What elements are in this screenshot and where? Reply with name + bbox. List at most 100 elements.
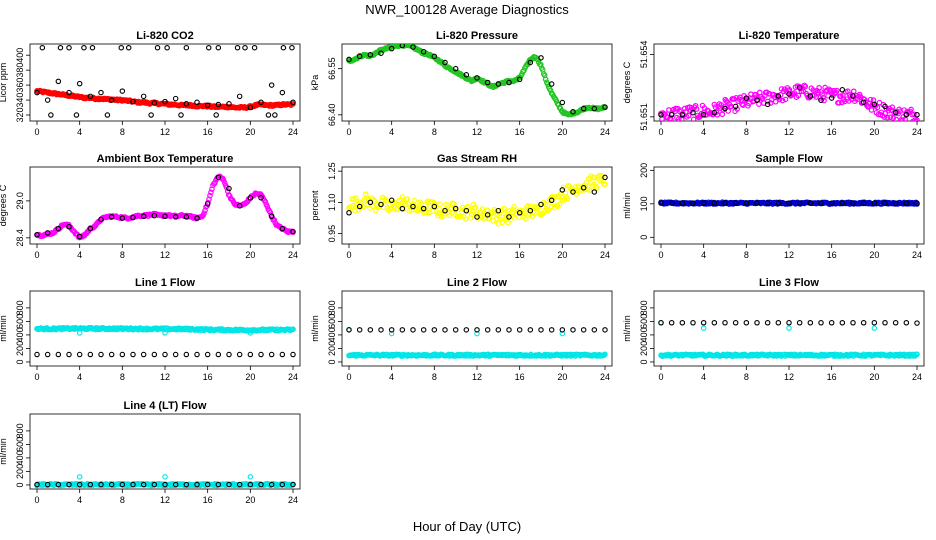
data-point xyxy=(108,214,115,220)
data-point xyxy=(516,76,523,83)
data-point xyxy=(445,202,451,208)
x-tick-label: 16 xyxy=(827,250,837,260)
x-tick-label: 8 xyxy=(432,250,437,260)
data-point xyxy=(247,104,254,111)
data-point xyxy=(601,352,607,358)
data-point xyxy=(87,93,94,100)
data-point xyxy=(570,327,576,333)
data-point xyxy=(552,194,559,200)
data-point xyxy=(226,101,232,107)
x-tick-label: 16 xyxy=(515,372,525,382)
y-tick-label: 1.10 xyxy=(327,194,337,212)
data-point xyxy=(452,327,459,333)
data-point xyxy=(602,327,608,333)
data-point xyxy=(782,96,789,103)
data-point xyxy=(151,100,158,106)
x-tick-label: 12 xyxy=(784,372,794,382)
data-point xyxy=(280,44,287,51)
data-point xyxy=(55,481,62,488)
data-point xyxy=(818,200,824,206)
data-point xyxy=(559,99,566,106)
data-point xyxy=(908,106,914,113)
data-point xyxy=(463,327,470,333)
data-point xyxy=(511,204,517,210)
data-point xyxy=(48,112,54,118)
panel-title: Sample Flow xyxy=(755,153,823,165)
data-point xyxy=(882,103,888,110)
data-point xyxy=(378,201,384,208)
data-point xyxy=(140,93,147,100)
data-point xyxy=(522,210,528,217)
data-point xyxy=(668,200,675,206)
x-tick-label: 20 xyxy=(245,372,255,382)
data-point xyxy=(658,320,664,326)
data-point xyxy=(410,327,416,333)
y-tick-label: 66.40 xyxy=(327,104,337,127)
data-point xyxy=(44,230,51,236)
data-point xyxy=(892,109,899,116)
data-point xyxy=(420,48,427,55)
data-point xyxy=(353,195,359,201)
data-point xyxy=(76,80,83,87)
data-point xyxy=(537,61,544,68)
y-tick-label: 600 xyxy=(327,314,337,329)
panel-line1: Line 1 Flow ml/min 0 4 8 12 16 20 24 0 20040060080… xyxy=(0,277,301,382)
data-point xyxy=(119,88,126,94)
y-tick-label: 800 xyxy=(15,300,25,315)
y-tick-label: 200 xyxy=(327,341,337,356)
data-point xyxy=(743,200,750,206)
data-point xyxy=(523,216,529,222)
x-tick-label: 8 xyxy=(120,495,125,505)
data-point xyxy=(452,65,459,72)
plot-area xyxy=(34,324,296,358)
x-tick-label: 4 xyxy=(701,250,706,260)
data-point xyxy=(89,44,96,51)
data-point xyxy=(719,111,726,118)
data-point xyxy=(346,56,352,63)
data-point xyxy=(700,325,707,331)
data-point xyxy=(586,187,592,193)
data-point xyxy=(850,88,857,95)
data-point xyxy=(66,89,72,96)
data-point xyxy=(104,112,111,118)
data-point xyxy=(215,174,222,181)
plot-frame xyxy=(341,43,613,122)
data-point xyxy=(732,200,739,206)
data-point xyxy=(474,75,480,81)
data-point xyxy=(914,200,920,206)
data-point xyxy=(484,79,491,86)
panel-ylabel: degrees C xyxy=(622,61,632,103)
data-point xyxy=(732,320,739,326)
x-tick-label: 8 xyxy=(744,372,749,382)
data-point xyxy=(559,327,566,333)
panel-ylabel: ml/min xyxy=(0,315,8,342)
data-point xyxy=(151,351,158,358)
series-sample-flow-hourly xyxy=(658,200,920,206)
data-point xyxy=(764,200,771,206)
series-pressure-high-res- xyxy=(346,44,608,118)
data-point xyxy=(258,351,264,358)
data-point xyxy=(903,112,910,118)
panel-ylabel: kPa xyxy=(310,75,320,91)
data-point xyxy=(712,104,719,110)
data-point xyxy=(892,320,899,326)
data-point xyxy=(418,201,424,208)
data-point xyxy=(213,112,219,118)
data-point xyxy=(807,320,814,326)
data-point xyxy=(420,205,427,212)
data-point xyxy=(258,481,264,488)
data-point xyxy=(108,97,115,103)
x-tick-label: 4 xyxy=(77,127,82,137)
data-point xyxy=(914,351,920,358)
data-point xyxy=(34,351,40,358)
data-point xyxy=(668,112,675,118)
data-point xyxy=(594,185,600,191)
series-line-4-cyan-spikes xyxy=(76,474,254,480)
data-point xyxy=(236,481,243,488)
data-point xyxy=(247,195,254,201)
data-point xyxy=(542,76,549,83)
data-point xyxy=(802,83,809,90)
data-point xyxy=(388,330,395,337)
data-point xyxy=(204,481,211,488)
data-point xyxy=(870,97,877,103)
